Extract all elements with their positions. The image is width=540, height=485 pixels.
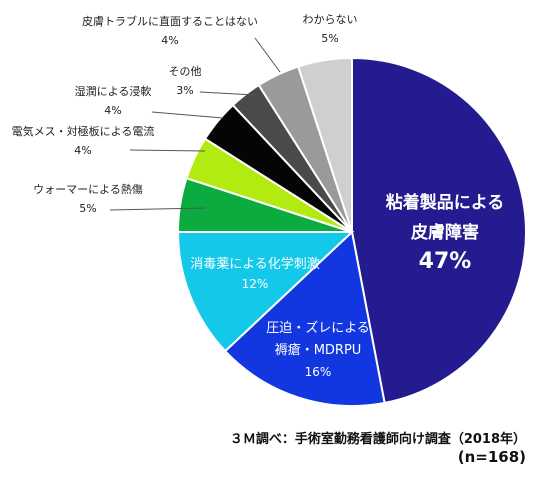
pie-slice-0 [351,56,527,405]
leader-line-5 [151,111,224,119]
leader-line-6 [199,91,256,96]
slice-label-1: 褥瘡・MDRPU [275,343,362,358]
slice-label-3: ウォーマーによる熱傷 [33,182,143,196]
slice-label-8: わからない [303,13,358,26]
slice-value-7: 4% [161,34,178,47]
slice-label-0: 皮膚障害 [411,222,479,243]
leader-line-3 [109,207,206,211]
slice-value-2: 12% [242,277,269,291]
leader-line-4 [129,149,206,152]
pie-slice-2 [176,231,355,353]
slice-value-3: 5% [79,202,96,215]
slice-label-2: 消毒薬による化学刺激 [190,256,320,272]
slice-label-0: 粘着製品による [386,192,505,213]
slice-value-6: 3% [176,84,193,97]
slice-label-5: 湿潤による浸軟 [75,84,152,98]
slice-label-1: 圧迫・ズレによる [266,320,370,336]
slice-value-8: 5% [321,32,338,45]
pie-slice-1 [223,230,386,407]
slice-value-0: 47% [419,249,472,274]
source-note: ３Ｍ調べ：手術室勤務看護師向け調査（2018年） [229,432,526,447]
slice-value-4: 4% [74,144,91,157]
leader-line-7 [254,37,281,73]
pie-slice-8 [296,56,353,233]
slice-label-7: 皮膚トラブルに直面することはない [82,14,258,28]
slice-value-5: 4% [104,104,121,117]
sample-size: (n=168) [457,448,526,466]
slice-value-1: 16% [305,365,332,379]
slice-label-4: 電気メス・対極板による電流 [12,124,155,138]
slice-label-6: その他 [169,65,202,78]
